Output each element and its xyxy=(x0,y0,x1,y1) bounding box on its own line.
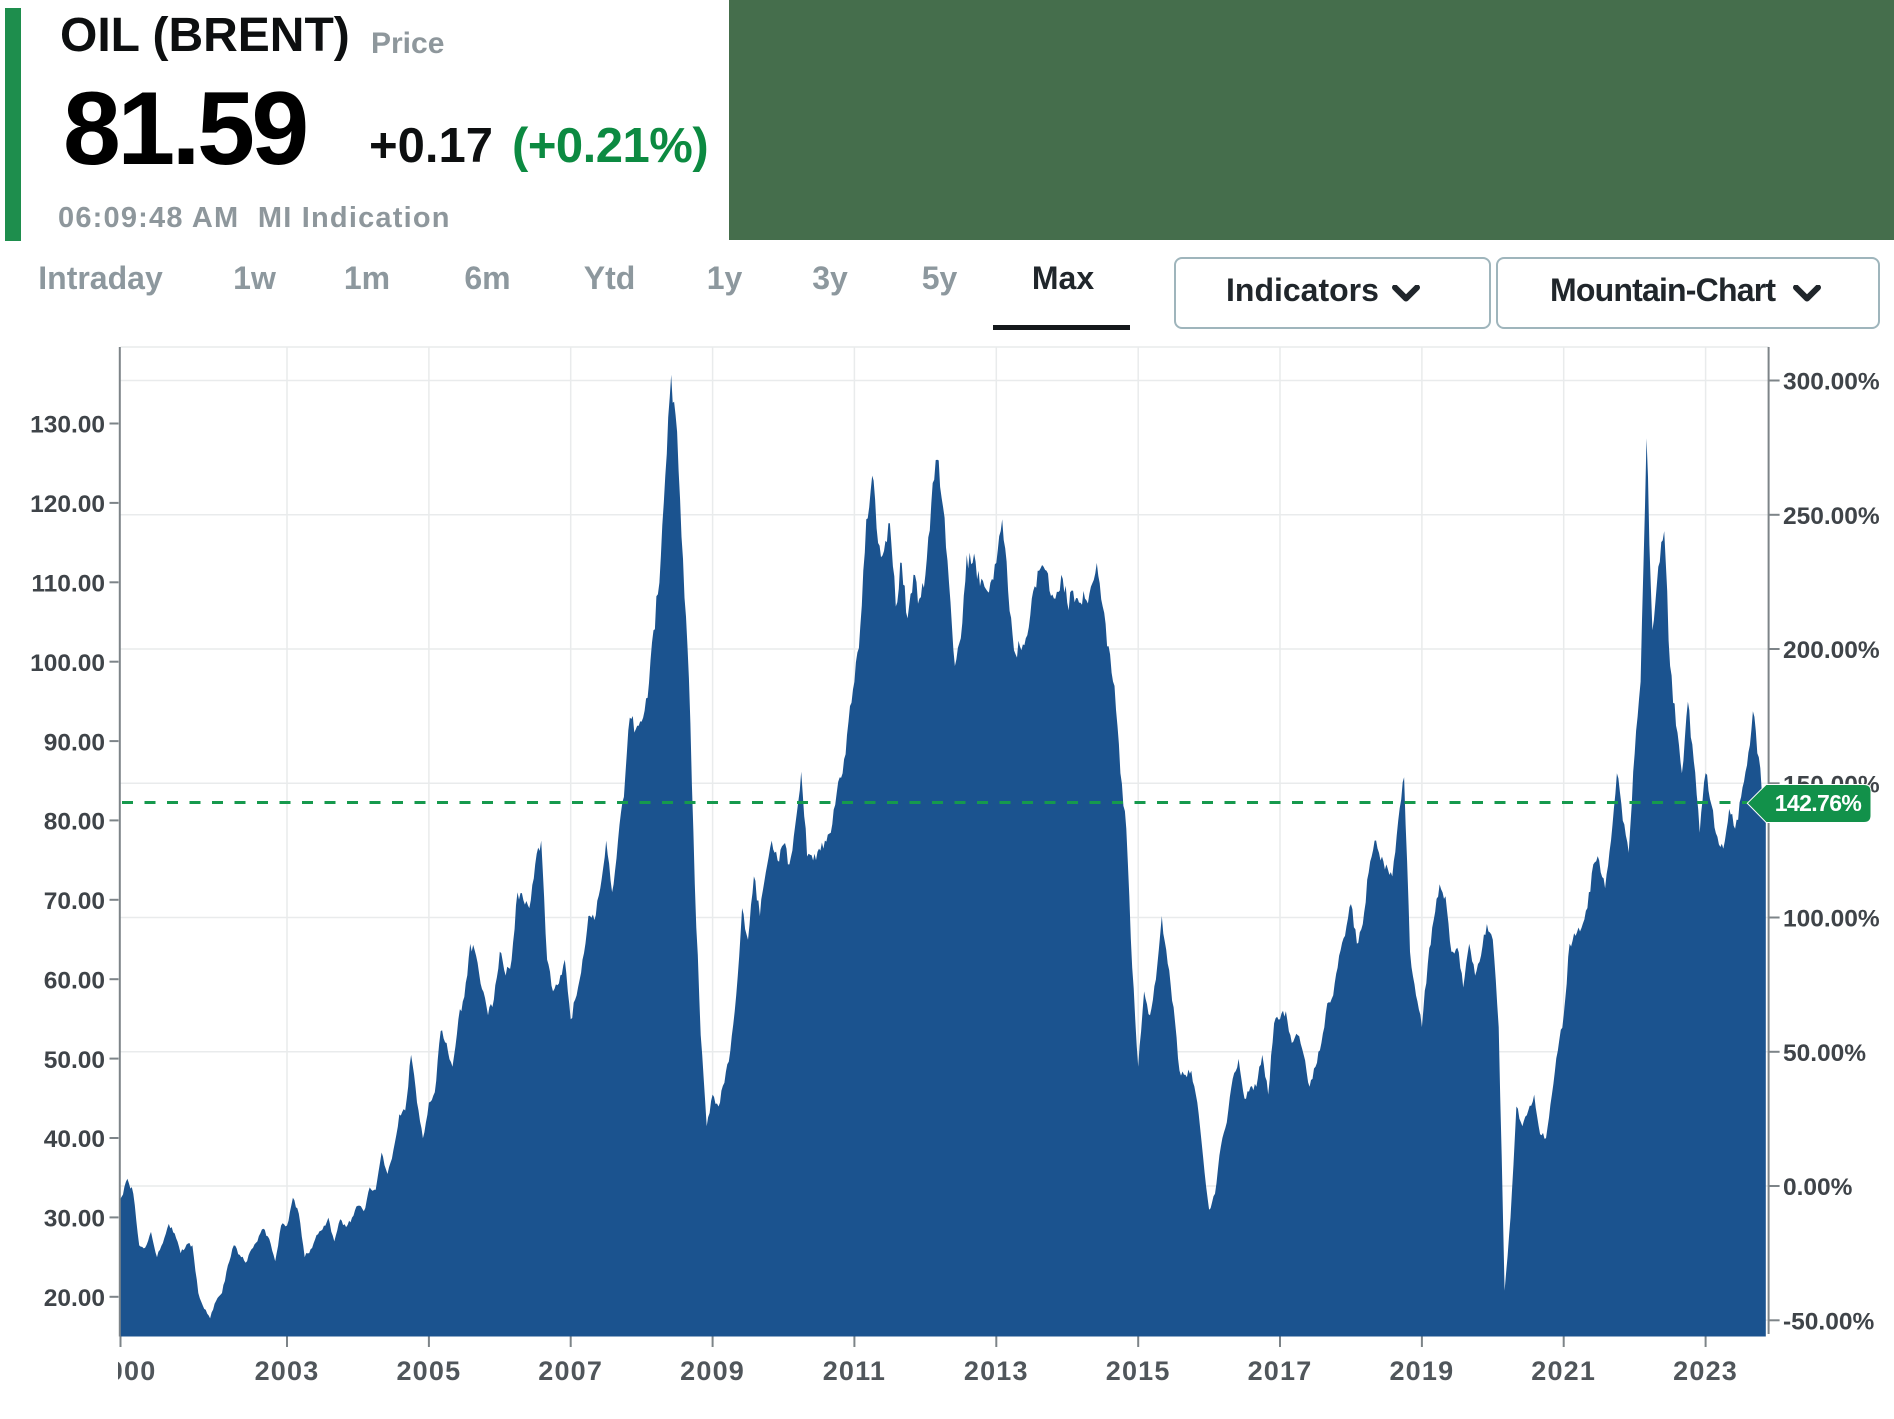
svg-text:2011: 2011 xyxy=(823,1356,886,1386)
svg-text:40.00: 40.00 xyxy=(44,1126,105,1153)
svg-text:110.00: 110.00 xyxy=(31,571,105,598)
svg-text:20.00: 20.00 xyxy=(44,1285,105,1312)
svg-text:50.00%: 50.00% xyxy=(1783,1040,1866,1067)
svg-text:2015: 2015 xyxy=(1106,1356,1171,1386)
svg-text:142.76%: 142.76% xyxy=(1775,790,1862,816)
svg-text:-50.00%: -50.00% xyxy=(1783,1309,1874,1336)
svg-text:30.00: 30.00 xyxy=(44,1206,105,1233)
svg-text:2013: 2013 xyxy=(964,1356,1029,1386)
svg-text:2017: 2017 xyxy=(1248,1356,1313,1386)
svg-text:90.00: 90.00 xyxy=(44,729,105,756)
svg-text:2019: 2019 xyxy=(1389,1356,1454,1386)
svg-text:2003: 2003 xyxy=(255,1356,320,1386)
svg-text:300.00%: 300.00% xyxy=(1783,369,1880,396)
svg-text:50.00: 50.00 xyxy=(44,1047,105,1074)
svg-text:130.00: 130.00 xyxy=(30,412,105,439)
svg-text:200.00%: 200.00% xyxy=(1783,637,1880,664)
svg-text:60.00: 60.00 xyxy=(44,967,105,994)
svg-text:250.00%: 250.00% xyxy=(1783,503,1880,530)
svg-text:2005: 2005 xyxy=(396,1356,461,1386)
svg-text:2023: 2023 xyxy=(1673,1356,1738,1386)
svg-text:0.00%: 0.00% xyxy=(1783,1174,1853,1201)
svg-text:2009: 2009 xyxy=(680,1356,745,1386)
svg-text:2000: 2000 xyxy=(92,1356,157,1386)
svg-text:2021: 2021 xyxy=(1531,1356,1596,1386)
svg-text:2007: 2007 xyxy=(538,1356,603,1386)
svg-text:120.00: 120.00 xyxy=(30,491,105,518)
svg-text:100.00: 100.00 xyxy=(30,650,105,677)
svg-text:80.00: 80.00 xyxy=(44,809,105,836)
svg-text:70.00: 70.00 xyxy=(44,888,105,915)
svg-text:100.00%: 100.00% xyxy=(1783,906,1880,933)
